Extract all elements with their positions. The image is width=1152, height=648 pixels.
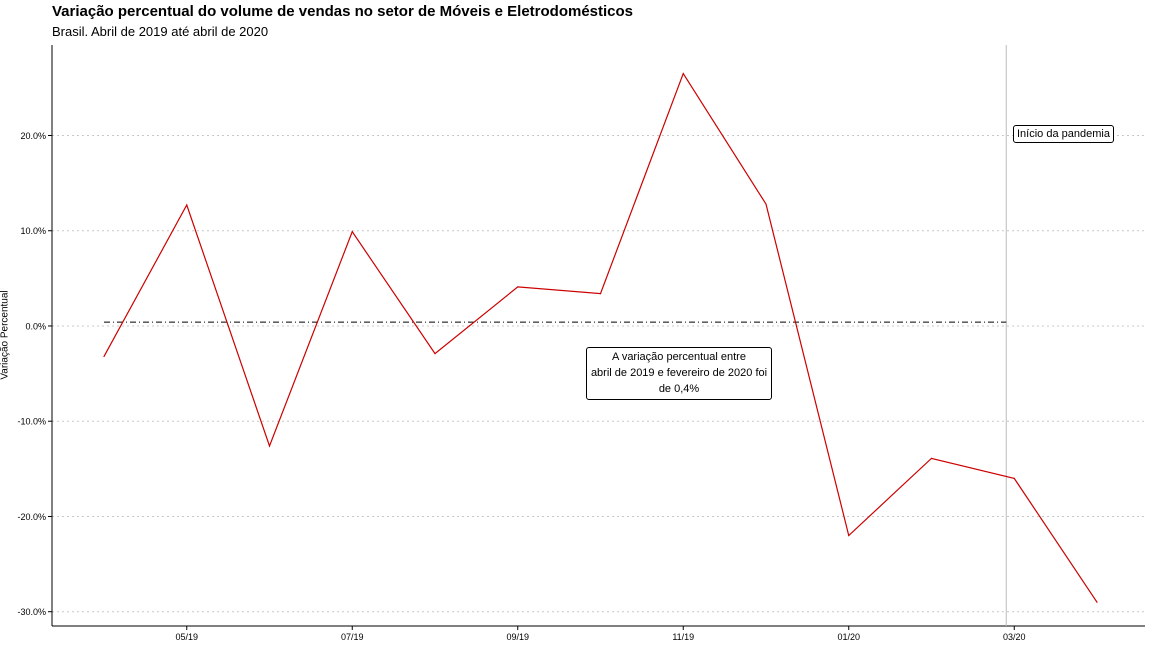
- data-point: [599, 292, 602, 295]
- series-line: [103, 72, 1098, 603]
- data-point: [930, 457, 933, 459]
- data-point: [765, 203, 767, 205]
- x-tick-label: 05/19: [175, 632, 198, 642]
- x-tick-label: 09/19: [506, 632, 529, 642]
- variation-note-line-3: de 0,4%: [658, 383, 700, 395]
- data-point: [848, 534, 850, 537]
- variation-note-box: A variação percentual entre abril de 201…: [586, 347, 772, 400]
- x-tick-label: 03/20: [1003, 632, 1026, 642]
- data-point: [517, 286, 519, 288]
- x-tick-label: 01/20: [837, 632, 860, 642]
- data-point: [434, 352, 436, 355]
- y-tick-label: 10.0%: [20, 226, 46, 236]
- x-tick-label: 07/19: [341, 632, 364, 642]
- y-tick-label: -10.0%: [17, 417, 46, 427]
- chart-title: Variação percentual do volume de vendas …: [52, 3, 634, 20]
- data-point: [1013, 477, 1015, 479]
- pandemic-label: Início da pandemia: [1013, 125, 1114, 143]
- variation-note-line-1: A variação percentual entre: [612, 351, 746, 363]
- data-point: [268, 445, 271, 447]
- chart-subtitle: Brasil. Abril de 2019 até abril de 2020: [52, 24, 269, 39]
- data-point: [103, 355, 105, 358]
- y-tick-label: 20.0%: [20, 131, 46, 141]
- variation-note-line-2: abril de 2019 e fevereiro de 2020 foi: [590, 367, 768, 379]
- y-tick-label: -20.0%: [17, 512, 46, 522]
- y-tick-label: -30.0%: [17, 607, 46, 617]
- data-point: [186, 204, 188, 206]
- x-tick-label: 11/19: [672, 632, 694, 642]
- data-point: [682, 72, 684, 75]
- y-tick-label: 0.0%: [25, 321, 46, 331]
- data-point: [351, 231, 353, 233]
- data-point: [1096, 601, 1098, 603]
